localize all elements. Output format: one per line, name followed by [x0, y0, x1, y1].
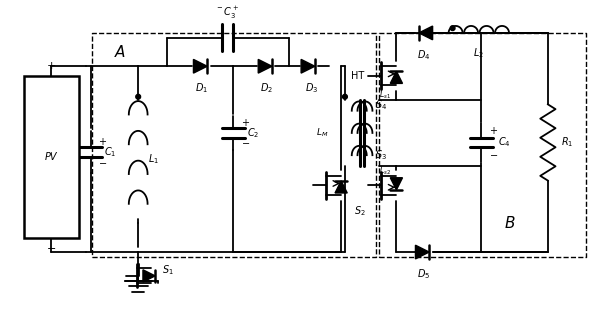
Text: $S_1$: $S_1$ — [162, 263, 174, 277]
Circle shape — [450, 26, 455, 31]
Polygon shape — [258, 59, 272, 73]
Text: $A$: $A$ — [114, 44, 127, 60]
Text: $C_1$: $C_1$ — [104, 145, 117, 159]
Text: $C_4$: $C_4$ — [498, 136, 511, 149]
Text: $L_2$: $L_2$ — [473, 46, 484, 60]
Polygon shape — [390, 178, 402, 190]
Text: PV: PV — [46, 152, 58, 162]
Text: $L_{s2}$: $L_{s2}$ — [379, 165, 391, 177]
Text: $-$: $-$ — [489, 149, 498, 159]
Text: HT: HT — [351, 71, 364, 80]
Bar — [24, 76, 79, 238]
Polygon shape — [143, 270, 155, 282]
Text: $R_1$: $R_1$ — [561, 136, 574, 149]
Text: $S_4$: $S_4$ — [375, 99, 387, 112]
Circle shape — [136, 94, 141, 99]
Text: $B$: $B$ — [504, 216, 515, 232]
Polygon shape — [194, 59, 207, 73]
Text: $L_M$: $L_M$ — [316, 127, 329, 139]
Text: $L_{s1}$: $L_{s1}$ — [379, 89, 391, 101]
Polygon shape — [415, 245, 429, 259]
Circle shape — [342, 94, 347, 99]
Text: $-$: $-$ — [98, 157, 107, 167]
Text: $S_3$: $S_3$ — [375, 149, 387, 163]
Text: $D_5$: $D_5$ — [418, 267, 430, 281]
Text: $-$: $-$ — [46, 242, 56, 252]
Text: $D_4$: $D_4$ — [417, 48, 431, 62]
Text: +: + — [47, 61, 56, 71]
Text: $-$: $-$ — [241, 138, 250, 148]
Text: $D_3$: $D_3$ — [305, 81, 318, 95]
Text: $L_1$: $L_1$ — [148, 152, 159, 166]
Text: $S_2$: $S_2$ — [354, 204, 366, 218]
Text: $D_1$: $D_1$ — [195, 81, 209, 95]
Text: +: + — [241, 119, 249, 129]
Polygon shape — [335, 181, 347, 193]
Polygon shape — [419, 26, 433, 40]
Text: +: + — [98, 138, 106, 148]
Text: +: + — [489, 126, 497, 136]
Text: $C_2$: $C_2$ — [247, 126, 259, 140]
Text: $D_2$: $D_2$ — [260, 81, 273, 95]
Polygon shape — [390, 71, 402, 83]
Text: $^-C_3^+$: $^-C_3^+$ — [215, 4, 240, 21]
Polygon shape — [301, 59, 315, 73]
